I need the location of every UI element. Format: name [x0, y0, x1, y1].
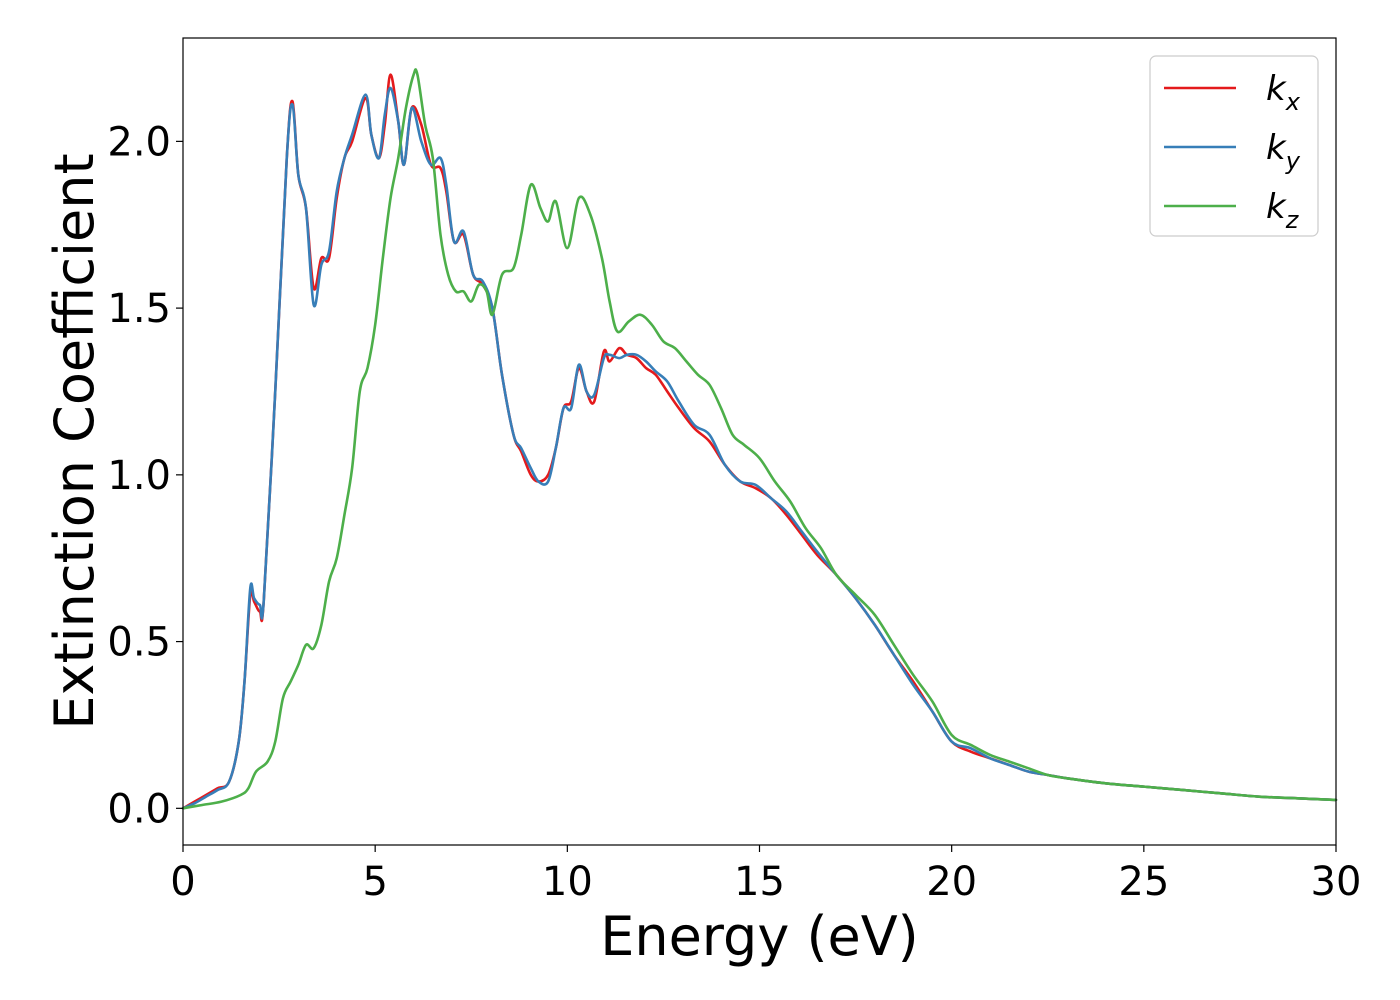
- y-tick-label: 2.0: [107, 119, 171, 165]
- x-tick-label: 30: [1311, 859, 1362, 905]
- legend-label-subscript: x: [1285, 88, 1301, 116]
- legend-label-ky: ky: [1266, 128, 1301, 175]
- legend-label-kz: kz: [1266, 187, 1300, 234]
- legend-label-main: k: [1266, 128, 1287, 168]
- legend-label-subscript: y: [1285, 147, 1301, 175]
- series-lines: [181, 68, 1338, 810]
- y-tick-label: 1.0: [107, 453, 171, 499]
- x-tick-label: 0: [170, 859, 195, 905]
- x-axis-label: Energy (eV): [600, 905, 919, 968]
- x-tick-label: 20: [926, 859, 977, 905]
- legend-label-subscript: z: [1285, 206, 1300, 234]
- y-axis-label: Extinction Coefficient: [43, 153, 106, 729]
- x-tick-label: 15: [734, 859, 785, 905]
- legend-label-kx: kx: [1266, 69, 1301, 116]
- y-tick-label: 0.5: [107, 620, 171, 666]
- x-axis-ticks: 0 5 10 15 20 25 30: [170, 845, 1361, 905]
- y-tick-label: 1.5: [107, 286, 171, 332]
- y-axis-ticks: 0.0 0.5 1.0 1.5 2.0: [107, 119, 183, 832]
- x-tick-label: 10: [542, 859, 593, 905]
- x-tick-label: 5: [362, 859, 387, 905]
- series-line-ky: [181, 86, 1338, 810]
- series-line-kz: [181, 68, 1338, 810]
- legend-label-main: k: [1266, 187, 1287, 227]
- legend-label-main: k: [1266, 69, 1287, 109]
- x-tick-label: 25: [1118, 859, 1169, 905]
- y-tick-label: 0.0: [107, 786, 171, 832]
